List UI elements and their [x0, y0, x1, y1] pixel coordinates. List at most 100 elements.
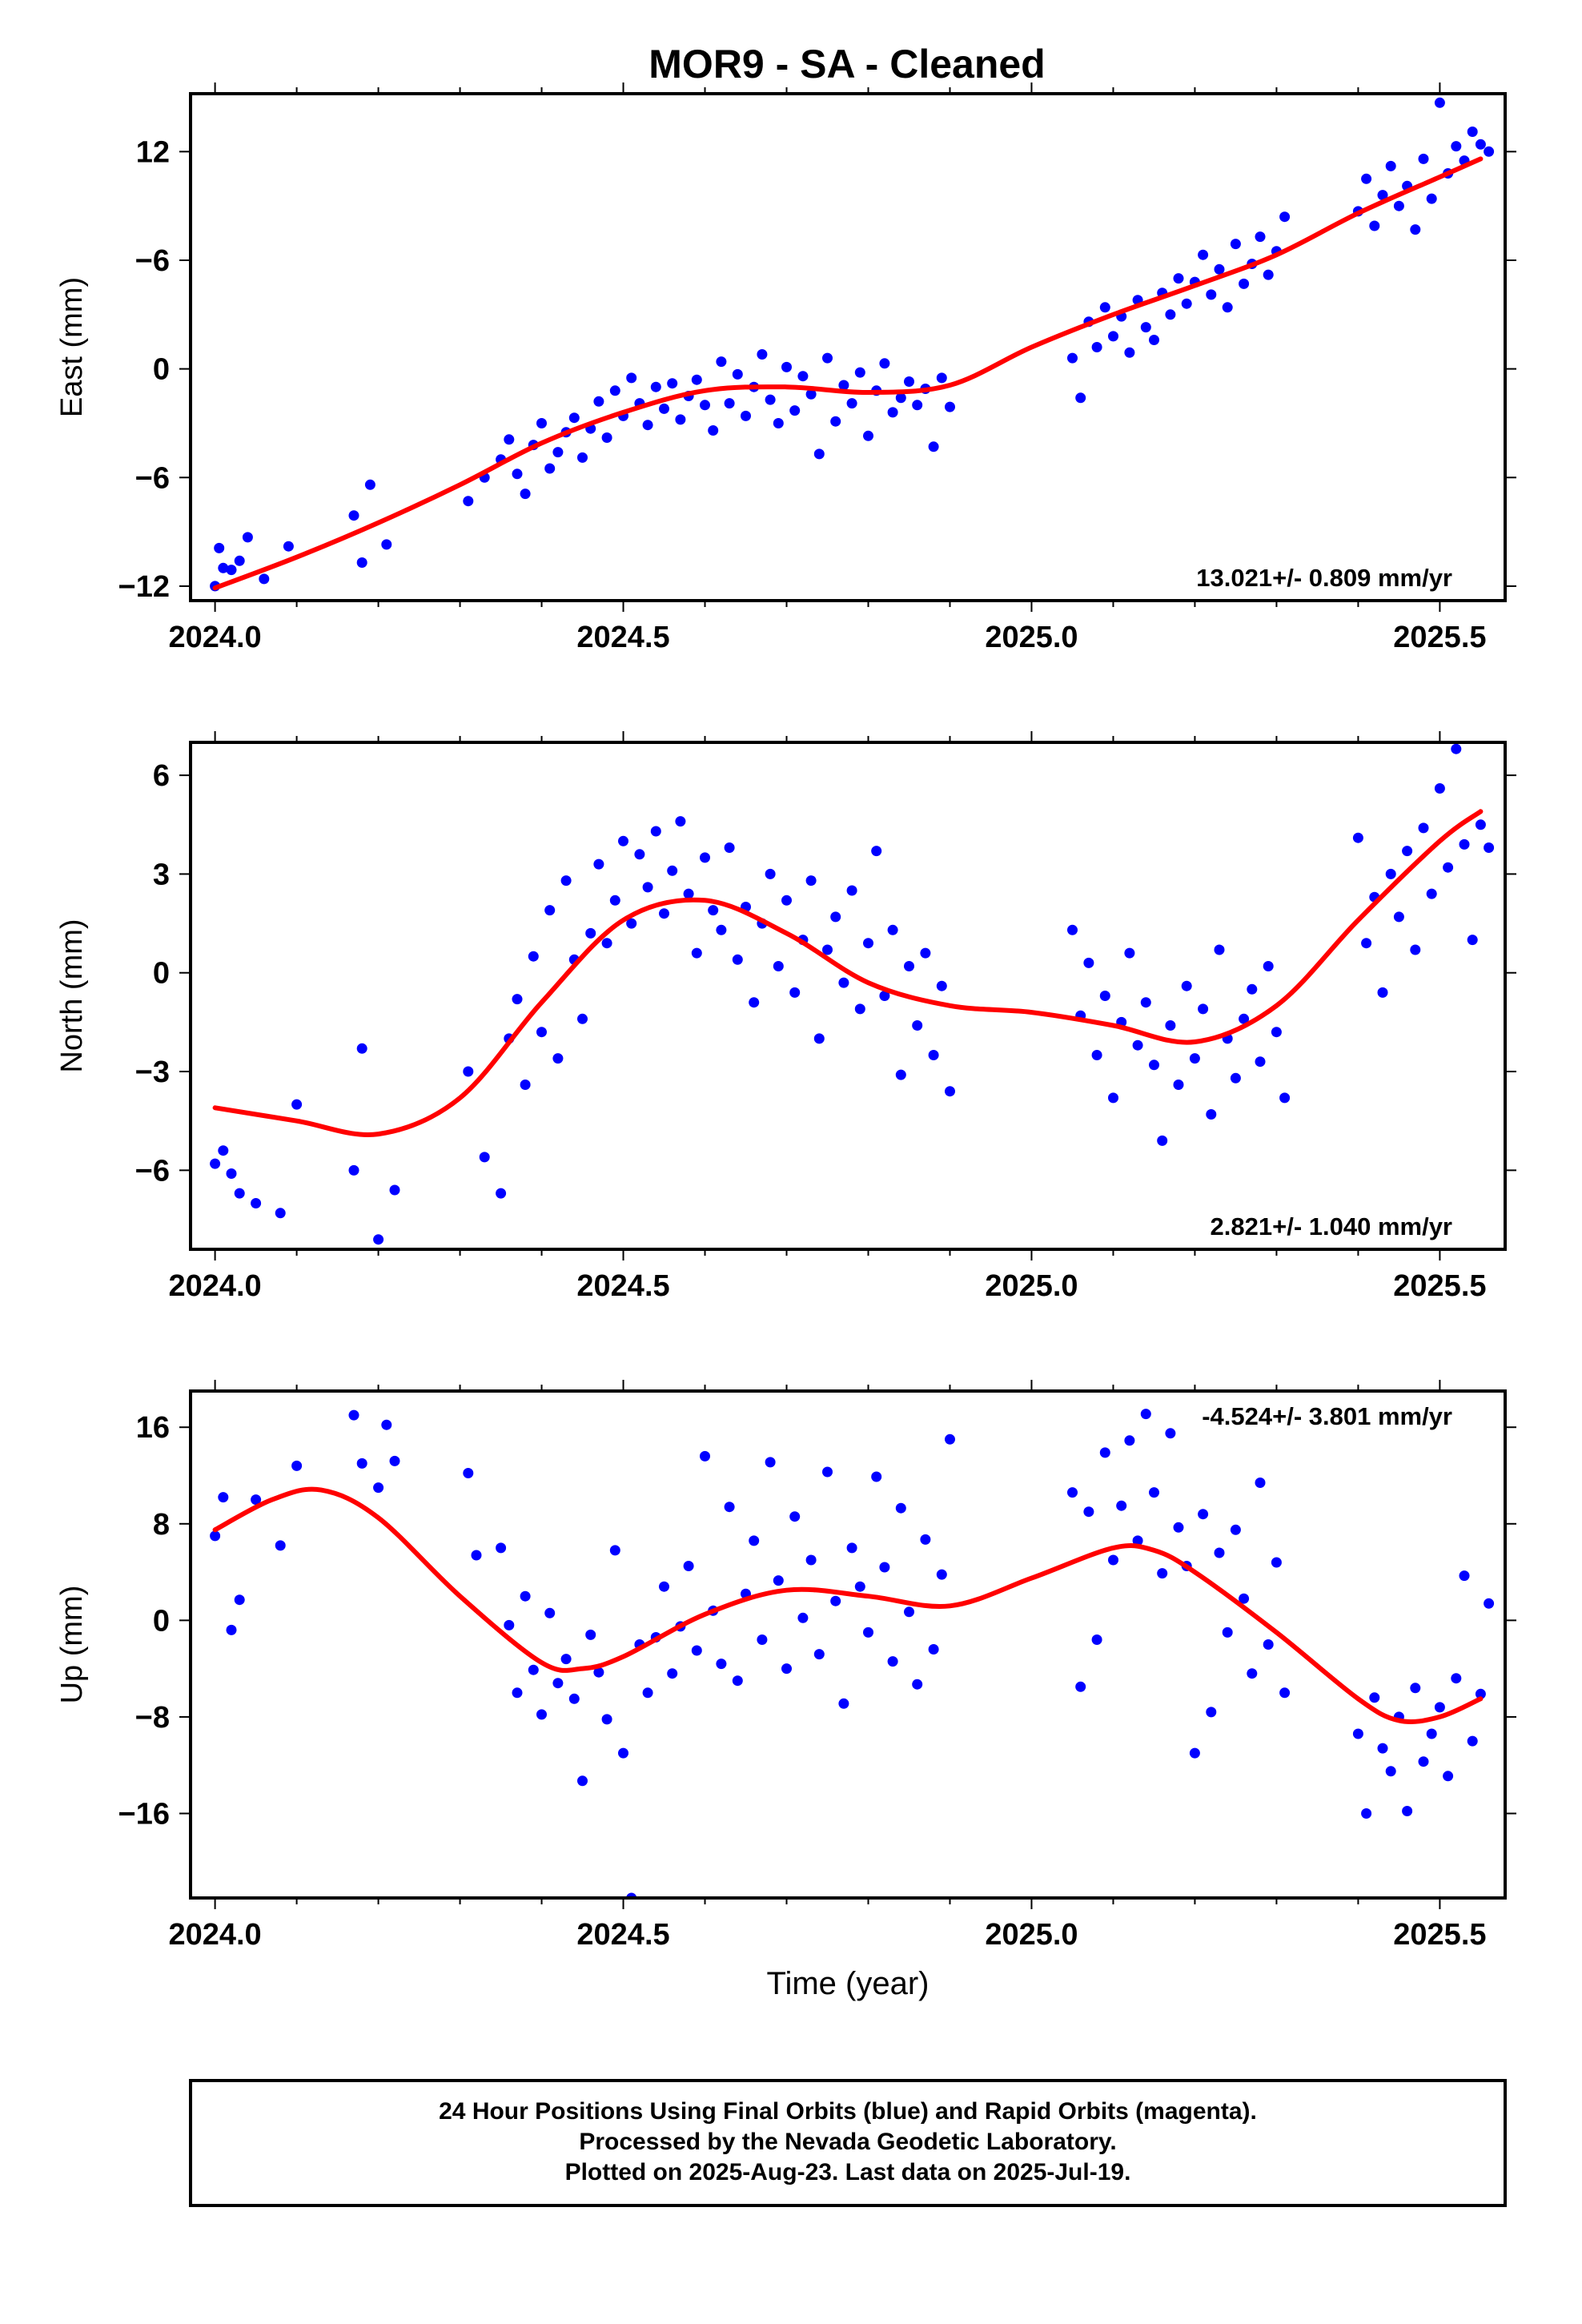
data-point	[659, 403, 669, 414]
data-point	[218, 1145, 229, 1156]
data-point	[1393, 200, 1404, 211]
data-point	[1230, 1524, 1241, 1535]
data-point	[887, 924, 898, 935]
data-point	[552, 447, 564, 458]
data-point	[854, 367, 865, 378]
data-point	[1173, 273, 1184, 284]
data-point	[1377, 987, 1388, 998]
data-point	[846, 1542, 857, 1554]
plot-frame	[189, 92, 1507, 602]
data-point	[1263, 1639, 1274, 1650]
data-point	[389, 1184, 400, 1196]
x-tick-label: 2024.5	[576, 621, 669, 654]
data-point	[650, 381, 661, 392]
data-point	[218, 562, 229, 573]
fit-curve	[212, 1486, 1484, 1724]
data-point	[463, 496, 474, 507]
y-tick-label: −6	[135, 244, 170, 278]
data-point	[1361, 938, 1372, 949]
data-point	[1140, 322, 1151, 333]
data-point	[724, 842, 735, 853]
data-point	[560, 1654, 572, 1665]
data-point	[1418, 822, 1429, 834]
data-point	[291, 1099, 303, 1110]
data-point	[1475, 1688, 1486, 1699]
data-point	[210, 1530, 221, 1542]
data-point	[1124, 1435, 1135, 1446]
data-point	[585, 927, 596, 939]
data-point	[544, 905, 556, 916]
y-axis-label: North (mm)	[55, 919, 89, 1072]
y-tick-label: −6	[135, 461, 170, 495]
data-point	[1108, 331, 1118, 342]
data-point	[568, 1693, 580, 1704]
data-point	[528, 1664, 539, 1675]
data-point	[381, 1419, 392, 1430]
data-point	[536, 1709, 547, 1720]
rate-label: 13.021+/- 0.809 mm/yr	[1196, 564, 1452, 592]
data-point	[1230, 239, 1241, 250]
data-point	[732, 954, 743, 965]
data-point	[528, 951, 539, 962]
data-point	[945, 1433, 955, 1445]
data-point	[593, 1667, 604, 1678]
data-point	[356, 1458, 367, 1469]
data-point	[1263, 961, 1274, 971]
data-point	[1369, 1692, 1380, 1703]
data-point	[871, 846, 882, 857]
x-tick-label: 2025.0	[985, 621, 1078, 654]
data-point	[520, 1590, 531, 1602]
y-tick-label: 0	[153, 957, 170, 991]
data-point	[544, 1607, 556, 1618]
data-point	[1230, 1072, 1241, 1084]
data-point	[1451, 743, 1462, 754]
data-point	[765, 868, 776, 879]
data-point	[1124, 347, 1135, 358]
data-point	[765, 394, 776, 405]
data-point	[364, 479, 375, 490]
data-point	[593, 858, 604, 870]
data-point	[251, 1198, 262, 1208]
data-point	[1149, 1487, 1159, 1498]
data-point	[577, 1775, 588, 1787]
data-point	[226, 1624, 237, 1635]
y-tick-label: −12	[118, 570, 170, 604]
data-point	[1206, 289, 1217, 300]
data-point	[512, 1687, 523, 1699]
data-point	[609, 1545, 620, 1556]
data-point	[234, 1594, 245, 1606]
data-point	[667, 378, 678, 389]
fit-curve	[212, 809, 1484, 1137]
data-point	[822, 944, 833, 955]
x-tick-label: 2024.0	[168, 621, 261, 654]
fit-curve	[212, 156, 1484, 591]
data-point	[854, 1003, 865, 1015]
data-point	[463, 1066, 474, 1077]
data-point	[356, 1043, 367, 1054]
data-point	[1181, 298, 1192, 309]
y-tick-label: 8	[153, 1508, 170, 1542]
data-point	[773, 1575, 784, 1586]
x-tick-label: 2025.0	[985, 1918, 1078, 1952]
data-point	[226, 565, 237, 576]
data-point	[1434, 97, 1445, 108]
data-point	[626, 918, 637, 929]
data-point	[504, 1619, 515, 1630]
data-point	[642, 1687, 653, 1699]
data-point	[1377, 1743, 1388, 1754]
data-point	[1091, 1634, 1102, 1645]
data-point	[1443, 1771, 1454, 1782]
data-point	[1410, 1683, 1421, 1694]
data-point	[1451, 141, 1462, 152]
data-point	[1198, 1509, 1209, 1520]
data-point	[813, 448, 825, 460]
data-point	[879, 358, 890, 369]
footer-line-2: Processed by the Nevada Geodetic Laborat…	[579, 2129, 1116, 2155]
data-point	[1410, 224, 1421, 235]
data-point	[659, 908, 669, 919]
data-point	[1247, 983, 1258, 995]
data-point	[373, 1234, 384, 1245]
data-point	[593, 396, 604, 407]
data-point	[626, 372, 637, 384]
data-point	[1352, 832, 1363, 843]
